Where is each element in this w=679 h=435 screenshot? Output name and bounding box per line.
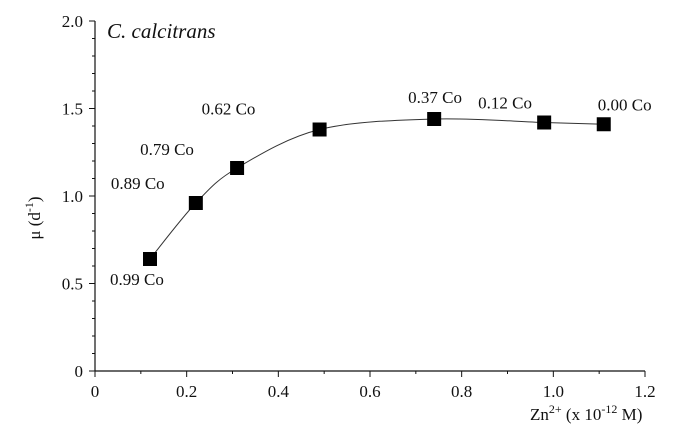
data-point	[188, 196, 203, 210]
x-tick-label: 0.6	[359, 382, 380, 401]
x-tick-label: 0.2	[176, 382, 197, 401]
point-label: 0.79 Co	[140, 140, 194, 159]
ticks: 0 0.2 0.4 0.6 0.8 1.0 1.2 0 0.5 1.0 1.5 2.0	[62, 12, 656, 401]
x-tick-label: 0	[91, 382, 100, 401]
point-labels: 0.99 Co 0.89 Co 0.79 Co 0.62 Co 0.37 Co 0.12 …	[110, 88, 652, 289]
y-axis-label: μ (d-1)	[22, 196, 44, 239]
x-tick-label: 1.0	[543, 382, 564, 401]
y-tick-label: 0.5	[62, 275, 83, 294]
data-points	[143, 112, 611, 266]
data-point	[427, 112, 442, 126]
data-point	[537, 115, 552, 130]
point-label: 0.37 Co	[408, 88, 462, 107]
data-point	[312, 122, 327, 137]
y-tick-label: 1.0	[62, 187, 83, 206]
point-label: 0.62 Co	[202, 100, 256, 119]
x-tick-label: 1.2	[634, 382, 655, 401]
fit-curve	[149, 118, 604, 260]
point-label: 0.99 Co	[110, 270, 164, 289]
x-tick-label: 0.8	[451, 382, 472, 401]
data-point	[230, 161, 245, 175]
data-point	[143, 252, 157, 266]
axes	[94, 21, 645, 372]
point-label: 0.89 Co	[111, 174, 165, 193]
y-tick-label: 2.0	[62, 12, 83, 31]
x-tick-label: 0.4	[268, 382, 290, 401]
point-label: 0.00 Co	[598, 95, 652, 114]
y-tick-label: 0	[75, 362, 84, 381]
chart-title: C. calcitrans	[107, 19, 216, 43]
data-point	[596, 117, 611, 132]
x-axis-label: Zn2+ (x 10-12 M)	[530, 402, 642, 424]
point-label: 0.12 Co	[478, 94, 532, 113]
y-tick-label: 1.5	[62, 100, 83, 119]
